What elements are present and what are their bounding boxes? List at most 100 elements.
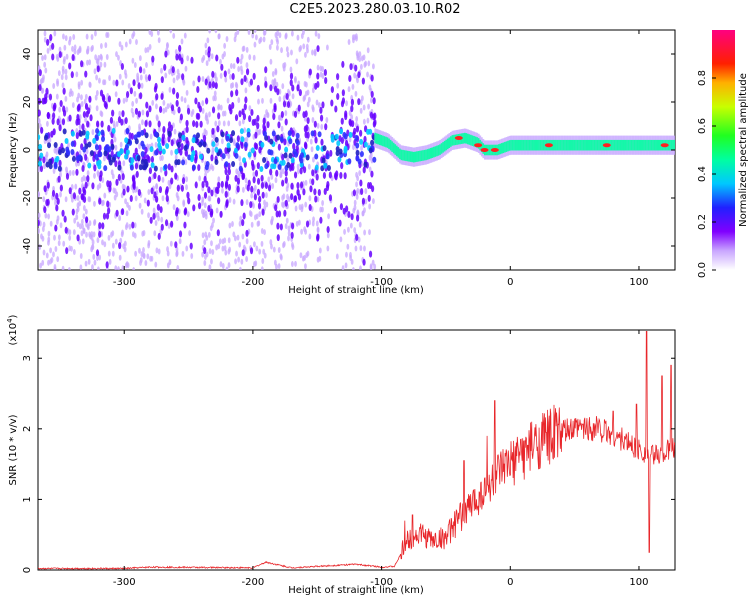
- noise-core-mark: [368, 147, 373, 154]
- noise-mark: [271, 71, 275, 78]
- noise-mark: [357, 236, 361, 243]
- noise-mark: [38, 83, 42, 91]
- carrier-core: [510, 139, 513, 151]
- noise-mark: [210, 154, 214, 162]
- noise-mark: [311, 169, 315, 177]
- noise-mark: [286, 182, 290, 189]
- noise-mark: [299, 167, 303, 175]
- noise-mark: [319, 71, 323, 78]
- carrier-core: [385, 136, 387, 148]
- noise-mark: [190, 111, 194, 118]
- noise-mark: [253, 193, 257, 201]
- noise-mark: [120, 118, 124, 126]
- noise-mark: [175, 207, 179, 215]
- snr-x-axis-label: Height of straight line (km): [288, 585, 424, 596]
- carrier-core: [403, 150, 406, 161]
- noise-mark: [215, 244, 218, 251]
- noise-core-mark: [78, 130, 83, 137]
- noise-mark: [51, 42, 55, 50]
- noise-mark: [180, 38, 184, 45]
- noise-core-mark: [38, 134, 41, 141]
- noise-mark: [311, 49, 314, 56]
- noise-mark: [304, 51, 307, 58]
- noise-mark: [340, 136, 345, 144]
- carrier-core: [562, 139, 565, 151]
- noise-mark: [359, 245, 363, 252]
- snr-y-scale-label: (x104): [6, 314, 19, 345]
- noise-mark: [323, 69, 327, 77]
- noise-mark: [170, 165, 174, 173]
- noise-mark: [100, 120, 104, 128]
- noise-mark: [174, 154, 178, 161]
- carrier-core: [641, 139, 644, 151]
- noise-mark: [142, 253, 146, 260]
- noise-mark: [105, 212, 110, 220]
- noise-mark: [76, 221, 80, 228]
- carrier-core: [575, 139, 577, 151]
- noise-mark: [361, 210, 365, 217]
- noise-mark: [214, 76, 218, 83]
- noise-core-mark: [295, 139, 300, 146]
- noise-mark: [203, 259, 207, 266]
- noise-core-mark: [167, 130, 172, 137]
- noise-mark: [298, 46, 302, 53]
- noise-mark: [336, 82, 340, 89]
- noise-core-mark: [108, 159, 113, 166]
- noise-mark: [183, 208, 187, 216]
- carrier-core: [514, 139, 517, 151]
- noise-mark: [189, 242, 193, 250]
- noise-mark: [261, 208, 265, 216]
- noise-mark: [139, 74, 143, 81]
- noise-core-mark: [191, 164, 196, 171]
- noise-mark: [119, 141, 123, 148]
- carrier-core: [527, 139, 530, 151]
- noise-mark: [221, 187, 224, 194]
- noise-mark: [117, 54, 120, 61]
- noise-mark: [208, 81, 212, 89]
- noise-core-mark: [225, 135, 230, 142]
- noise-mark: [144, 47, 148, 54]
- noise-mark: [258, 195, 262, 203]
- noise-mark: [160, 92, 164, 100]
- noise-mark: [197, 164, 201, 172]
- noise-mark: [208, 30, 212, 34]
- noise-mark: [159, 206, 163, 214]
- x-tick-label: 0: [507, 277, 513, 288]
- noise-mark: [225, 266, 229, 270]
- noise-mark: [339, 236, 343, 243]
- noise-mark: [210, 189, 214, 197]
- noise-mark: [347, 211, 351, 219]
- carrier-core: [593, 139, 596, 151]
- carrier-core: [536, 139, 539, 151]
- noise-mark: [245, 256, 249, 263]
- noise-mark: [124, 224, 128, 231]
- noise-mark: [155, 93, 159, 101]
- noise-mark: [359, 63, 363, 70]
- carrier-core: [626, 139, 628, 151]
- noise-core-mark: [70, 148, 75, 155]
- noise-mark: [276, 44, 279, 51]
- noise-mark: [58, 159, 62, 167]
- noise-mark: [71, 208, 75, 216]
- noise-mark: [239, 215, 243, 222]
- carrier-core: [567, 139, 570, 151]
- noise-mark: [278, 96, 282, 103]
- noise-mark: [360, 55, 364, 62]
- noise-mark: [145, 76, 149, 83]
- noise-core-mark: [61, 147, 66, 154]
- noise-mark: [351, 83, 355, 90]
- noise-mark: [270, 173, 274, 180]
- noise-mark: [284, 33, 288, 40]
- noise-core-mark: [100, 129, 105, 136]
- noise-mark: [43, 206, 47, 214]
- noise-mark: [89, 114, 93, 122]
- noise-mark: [283, 209, 287, 217]
- noise-mark: [110, 169, 114, 176]
- noise-mark: [345, 251, 348, 258]
- noise-mark: [185, 176, 189, 183]
- noise-mark: [187, 197, 191, 205]
- noise-mark: [114, 160, 118, 168]
- noise-mark: [367, 194, 371, 202]
- noise-mark: [158, 186, 163, 194]
- carrier-core: [621, 139, 624, 151]
